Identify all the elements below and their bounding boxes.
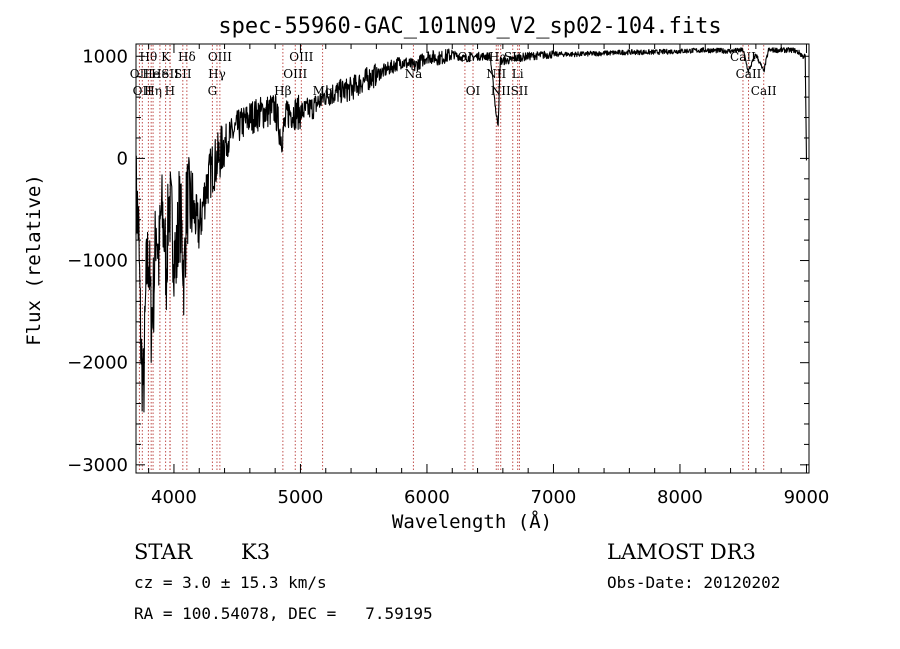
x-tick-label-4000: 4000 [151, 487, 197, 508]
y-tick-label-1000: 1000 [82, 46, 128, 67]
redshift-cz: cz = 3.0 ± 15.3 km/s [134, 573, 327, 592]
y-axis-label: Flux (relative) [23, 174, 45, 346]
line-label-29: CaII [751, 84, 777, 98]
line-label-6: K [161, 50, 171, 64]
line-label-28: CaII [736, 67, 762, 81]
y-tick-label--1000: −1000 [67, 251, 128, 272]
observation-date: Obs-Date: 20120202 [607, 573, 780, 592]
x-tick-label-9000: 9000 [784, 487, 830, 508]
x-tick-label-8000: 8000 [657, 487, 703, 508]
line-label-23: NII [491, 84, 511, 98]
x-tick-label-5000: 5000 [278, 487, 324, 508]
line-label-15: OIII [283, 67, 307, 81]
x-axis: 4000 5000 6000 7000 8000 9000 [148, 44, 830, 508]
series-flux-line [135, 47, 808, 413]
x-axis-label: Wavelength (Å) [392, 510, 552, 533]
line-label-12: Hγ [208, 67, 226, 81]
line-label-14: Hβ [274, 84, 291, 98]
x-tick-label-6000: 6000 [404, 487, 450, 508]
spectral-line-markers: OIIOIIHθHeHηHeKHSIISIIHδGHγOIIIHβOIIIOII… [130, 45, 777, 472]
object-class: STAR [134, 540, 193, 564]
line-label-20: OI [466, 84, 481, 98]
line-label-13: OIII [208, 50, 232, 64]
line-label-1: OII [133, 84, 153, 98]
line-label-9: SII [174, 67, 192, 81]
line-label-25: Li [512, 67, 524, 81]
line-label-10: Hδ [178, 50, 196, 64]
line-label-26: SII [511, 84, 529, 98]
y-tick-label--2000: −2000 [67, 353, 128, 374]
y-axis: −3000 −2000 −1000 0 1000 [67, 46, 809, 476]
line-label-3: He [142, 67, 160, 81]
x-tick-label-7000: 7000 [531, 487, 577, 508]
line-label-2: Hθ [140, 50, 158, 64]
chart-title: spec-55960-GAC_101N09_V2_sp02-104.fits [218, 14, 721, 39]
spectrum-layer [135, 47, 808, 413]
line-label-4: Hη [144, 84, 162, 98]
plot-frame [135, 43, 810, 474]
object-subclass: K3 [241, 540, 270, 564]
line-label-27: CaII [730, 50, 756, 64]
line-label-21: NII [486, 67, 506, 81]
line-label-16: OIII [289, 50, 313, 64]
survey-name: LAMOST DR3 [607, 540, 756, 564]
line-label-0: OII [130, 67, 150, 81]
line-label-11: G [208, 84, 218, 98]
y-tick-label-0: 0 [117, 148, 128, 169]
line-label-8: SII [161, 67, 179, 81]
y-tick-label--3000: −3000 [67, 455, 128, 476]
ra-dec-coordinates: RA = 100.54078, DEC = 7.59195 [134, 604, 433, 623]
line-label-5: He [151, 67, 169, 81]
